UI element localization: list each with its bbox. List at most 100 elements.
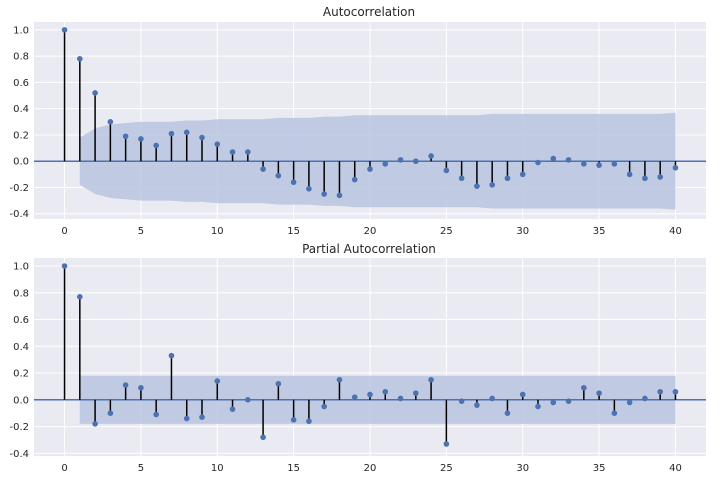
stem-marker	[657, 388, 663, 395]
stem-marker	[489, 395, 495, 402]
stem-marker	[642, 395, 648, 402]
stem-marker	[168, 352, 175, 359]
stem-marker	[245, 149, 251, 155]
y-tick-label: -0.4	[9, 449, 29, 460]
stem-marker	[535, 159, 541, 166]
y-tick-label: 0.2	[13, 369, 29, 380]
stem-marker	[107, 119, 114, 125]
stem-marker	[489, 182, 495, 188]
x-tick-label: 10	[211, 463, 224, 474]
stem-marker	[535, 403, 541, 410]
x-tick-label: 30	[516, 226, 529, 237]
stem-marker	[351, 394, 358, 400]
x-tick-label: 35	[593, 226, 606, 237]
stem-marker	[199, 134, 205, 141]
stem-marker	[458, 398, 465, 404]
x-tick-label: 15	[287, 463, 300, 474]
pacf-panel: 0 5 10 15 20 25 30 35 40 -0.4 -0.2 0.0 0.2 0.4 0.6 0.8 1…	[9, 258, 706, 474]
stem-marker	[61, 27, 68, 33]
stem-marker	[642, 175, 648, 182]
stem-marker	[290, 417, 297, 423]
stem-marker	[92, 421, 98, 427]
stem-marker	[672, 388, 679, 395]
y-tick-label: -0.2	[9, 422, 29, 433]
x-tick-label: 40	[669, 463, 682, 474]
y-tick-label: 0.6	[13, 78, 29, 89]
stem-marker	[382, 388, 389, 395]
stem-marker	[443, 167, 450, 174]
stem-marker	[336, 192, 343, 199]
stem-marker	[581, 161, 587, 167]
stem-marker	[611, 161, 618, 167]
x-tick-label: 25	[440, 226, 453, 237]
stem-marker	[397, 157, 404, 163]
stem-marker	[275, 380, 282, 387]
x-tick-label: 20	[364, 463, 377, 474]
stem-marker	[61, 263, 68, 269]
acf-title: Autocorrelation	[323, 5, 415, 19]
stem-marker	[657, 174, 663, 180]
y-tick-label: 1.0	[13, 262, 29, 273]
stem-marker	[260, 166, 266, 172]
acf-panel: 0 5 10 15 20 25 30 35 40 -0.4 -0.2 0.0 0.2 0.4 0.6 0.8 1…	[9, 22, 706, 237]
stem-marker	[474, 402, 480, 408]
y-tick-label: 0.8	[13, 52, 29, 63]
x-tick-label: 25	[440, 463, 453, 474]
stem-marker	[504, 410, 511, 416]
stem-marker	[458, 175, 465, 182]
y-tick-label: 0.4	[13, 342, 29, 353]
stem-marker	[397, 395, 404, 402]
stem-marker	[336, 376, 343, 383]
stem-marker	[275, 172, 282, 179]
y-tick-label: 0.8	[13, 288, 29, 299]
stem-marker	[443, 441, 450, 447]
stem-marker	[138, 136, 144, 142]
stem-marker	[77, 293, 83, 300]
stem-marker	[626, 399, 633, 406]
stem-marker	[413, 158, 419, 165]
y-tick-label: 0.6	[13, 315, 29, 326]
stem-marker	[321, 403, 327, 410]
stem-marker	[183, 415, 190, 422]
stem-marker	[550, 399, 557, 406]
y-tick-label: 1.0	[13, 25, 29, 36]
stem-marker	[565, 398, 572, 404]
stem-marker	[519, 171, 526, 178]
stem-marker	[321, 191, 327, 197]
y-tick-label: 0.0	[13, 157, 29, 168]
stem-marker	[214, 141, 221, 147]
stem-marker	[306, 185, 312, 192]
stem-marker	[596, 162, 602, 168]
x-tick-label: 5	[138, 226, 144, 237]
stem-marker	[413, 390, 419, 396]
stem-marker	[214, 378, 221, 384]
stem-marker	[260, 434, 266, 441]
stem-marker	[611, 410, 618, 416]
stem-marker	[107, 410, 114, 416]
stem-marker	[77, 55, 83, 62]
stem-marker	[596, 390, 602, 396]
stem-marker	[550, 155, 557, 162]
stem-marker	[290, 179, 297, 186]
x-tick-label: 35	[593, 463, 606, 474]
x-tick-label: 15	[287, 226, 300, 237]
stem-marker	[581, 384, 587, 391]
stem-marker	[367, 166, 373, 172]
stem-marker	[245, 397, 251, 403]
stem-marker	[122, 382, 129, 388]
stem-marker	[168, 130, 175, 137]
stem-marker	[351, 176, 358, 183]
x-tick-label: 10	[211, 226, 224, 237]
stem-marker	[519, 391, 526, 398]
stem-marker	[474, 183, 480, 189]
stem-marker	[138, 384, 144, 391]
pacf-title: Partial Autocorrelation	[302, 242, 436, 256]
stem-marker	[565, 157, 572, 163]
stem-marker	[183, 129, 190, 136]
x-tick-label: 0	[61, 463, 67, 474]
x-tick-label: 5	[138, 463, 144, 474]
stem-marker	[504, 175, 511, 182]
stem-marker	[672, 164, 679, 171]
y-tick-label: 0.2	[13, 130, 29, 141]
stem-marker	[122, 133, 129, 140]
